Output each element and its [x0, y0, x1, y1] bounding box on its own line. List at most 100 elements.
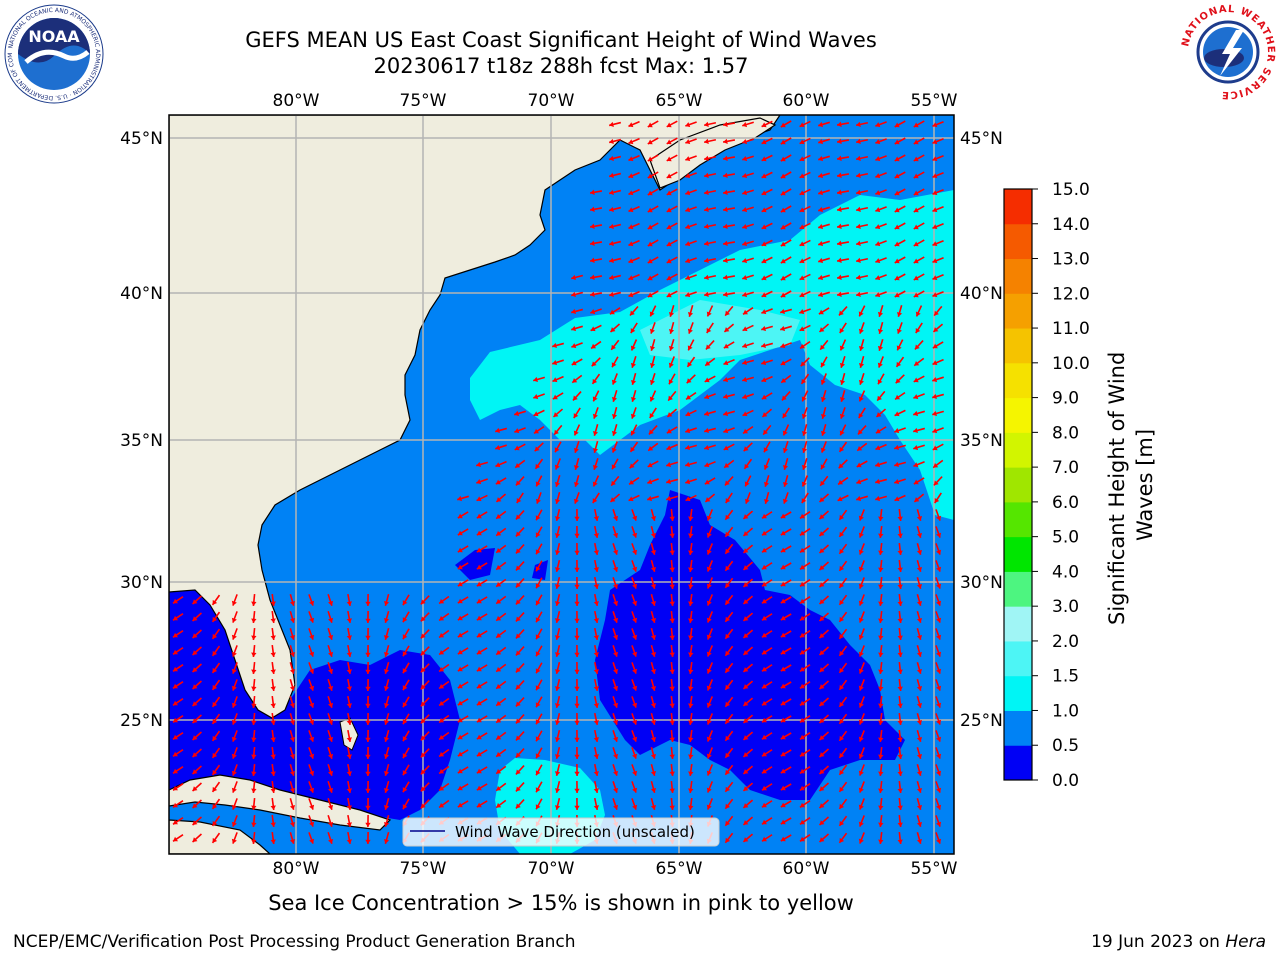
wave-direction-arrowhead: [706, 328, 712, 334]
wave-direction-arrowhead: [839, 565, 845, 571]
wave-direction-arrowhead: [647, 139, 653, 145]
wave-direction-arrowhead: [365, 788, 371, 793]
wave-direction-arrowhead: [913, 241, 919, 247]
wave-direction-arrowhead: [420, 735, 426, 741]
wave-direction-arrowhead: [632, 685, 638, 691]
wave-direction-arrowhead: [723, 428, 729, 434]
wave-direction-arrowhead: [647, 241, 653, 247]
wave-direction-arrowhead: [743, 446, 749, 452]
wave-direction-arrowhead: [309, 736, 315, 742]
wave-direction-arrowhead: [706, 651, 712, 657]
wave-direction-arrowhead: [668, 311, 675, 317]
wave-direction-arrowhead: [897, 601, 903, 606]
wave-direction-arrowhead: [819, 327, 825, 332]
legend-label: Wind Wave Direction (unscaled): [455, 823, 695, 841]
wave-direction-arrowhead: [896, 361, 902, 367]
wave-direction-arrowhead: [688, 550, 694, 555]
wave-direction-arrowhead: [535, 498, 541, 504]
wave-direction-arrowhead: [799, 683, 805, 689]
wave-direction-arrowhead: [704, 444, 710, 451]
wave-direction-arrowhead: [571, 360, 577, 366]
wave-direction-arrowhead: [818, 172, 824, 179]
wave-direction-arrowhead: [212, 735, 218, 741]
wave-direction-arrowhead: [457, 683, 463, 689]
wave-direction-arrowhead: [251, 771, 257, 776]
wave-direction-arrowhead: [916, 515, 923, 521]
wave-direction-arrowhead: [761, 581, 767, 587]
wave-direction-arrowhead: [742, 376, 747, 383]
wave-direction-arrowhead: [761, 513, 767, 519]
colorbar-segment: [1004, 432, 1032, 468]
wave-direction-arrowhead: [592, 413, 598, 419]
wave-direction-arrowhead: [613, 515, 619, 521]
wave-direction-arrowhead: [856, 274, 861, 280]
wave-direction-arrowhead: [932, 207, 938, 213]
wave-direction-arrowhead: [761, 258, 767, 264]
wave-direction-arrowhead: [251, 652, 257, 657]
wave-direction-arrowhead: [723, 376, 729, 383]
wave-direction-arrowhead: [593, 601, 599, 606]
wave-direction-arrowhead: [704, 377, 710, 383]
wave-direction-arrowhead: [309, 804, 315, 810]
wave-direction-arrowhead: [574, 737, 580, 742]
wave-direction-arrowhead: [192, 616, 198, 622]
wave-direction-arrowhead: [515, 684, 521, 690]
wave-direction-arrowhead: [647, 207, 653, 213]
wave-direction-arrowhead: [402, 736, 408, 742]
wave-direction-arrowhead: [858, 651, 864, 657]
wave-direction-arrowhead: [666, 156, 672, 162]
lon-label: 55°W: [911, 859, 958, 879]
wave-direction-arrowhead: [402, 753, 408, 759]
wave-direction-arrowhead: [780, 139, 786, 145]
wave-direction-arrowhead: [685, 411, 691, 417]
wave-direction-arrowhead: [666, 207, 672, 213]
wave-direction-arrowhead: [383, 703, 390, 708]
wave-direction-arrowhead: [590, 274, 595, 280]
wave-direction-arrowhead: [685, 207, 691, 213]
wave-direction-arrowhead: [476, 802, 482, 808]
wave-direction-arrowhead: [365, 618, 371, 623]
wave-direction-arrowhead: [650, 635, 657, 640]
wave-direction-arrowhead: [496, 717, 502, 723]
wave-direction-arrowhead: [231, 821, 237, 827]
wave-direction-arrowhead: [839, 446, 845, 452]
wave-direction-arrowhead: [648, 445, 654, 451]
wave-direction-arrowhead: [819, 803, 825, 808]
wave-direction-arrowhead: [858, 804, 864, 810]
wave-direction-arrowhead: [877, 395, 882, 401]
wave-direction-arrowhead: [819, 820, 825, 825]
wave-direction-arrowhead: [818, 257, 824, 264]
wave-direction-arrowhead: [837, 496, 843, 502]
wave-direction-arrowhead: [457, 547, 463, 553]
wave-direction-arrowhead: [913, 427, 918, 434]
lon-label: 80°W: [273, 859, 320, 879]
colorbar-tick-label: 4.0: [1052, 562, 1079, 582]
wave-direction-arrowhead: [571, 343, 577, 349]
wave-direction-arrowhead: [933, 462, 939, 468]
colorbar-tick-label: 6.0: [1052, 493, 1079, 513]
wave-direction-arrowhead: [628, 190, 634, 196]
wave-direction-arrowhead: [172, 700, 178, 706]
wave-direction-arrowhead: [916, 719, 923, 725]
chart-title: GEFS MEAN US East Coast Significant Heig…: [245, 28, 877, 52]
wave-direction-arrowhead: [420, 667, 426, 673]
wave-direction-arrowhead: [495, 462, 501, 468]
wave-direction-arrowhead: [172, 666, 178, 672]
wave-direction-arrowhead: [897, 652, 903, 657]
wave-direction-arrowhead: [742, 121, 748, 128]
wave-direction-arrowhead: [799, 224, 805, 230]
wave-direction-arrowhead: [515, 752, 521, 758]
wave-direction-arrowhead: [495, 479, 501, 485]
wave-direction-arrowhead: [270, 601, 276, 606]
wave-direction-arrowhead: [172, 649, 178, 655]
colorbar-segment: [1004, 710, 1032, 746]
wind-wave-direction-arrows: [172, 120, 945, 845]
wave-direction-arrowhead: [231, 651, 237, 657]
wave-direction-arrowhead: [875, 445, 881, 451]
wave-direction-arrowhead: [554, 754, 561, 759]
wave-direction-arrowhead: [916, 753, 923, 759]
wave-direction-arrowhead: [172, 598, 178, 604]
wave-direction-arrowhead: [858, 363, 865, 368]
wave-direction-arrowhead: [212, 684, 218, 690]
wave-direction-arrowhead: [706, 600, 712, 606]
